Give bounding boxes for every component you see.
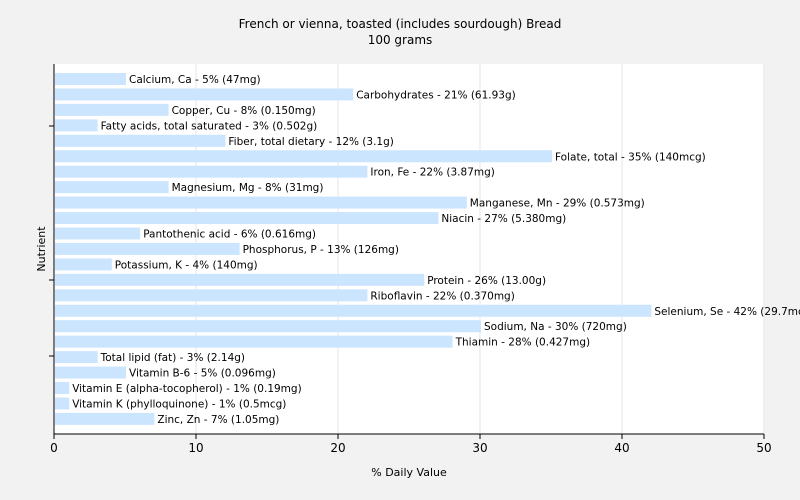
bar-label: Phosphorus, P - 13% (126mg) xyxy=(243,244,399,256)
bar xyxy=(55,258,112,271)
x-tick-label: 40 xyxy=(614,441,629,455)
bar-label: Manganese, Mn - 29% (0.573mg) xyxy=(470,198,645,210)
bar xyxy=(55,412,155,425)
bar xyxy=(55,351,98,364)
bar xyxy=(55,150,552,163)
grid-lines xyxy=(195,64,765,434)
bar-label: Vitamin B-6 - 5% (0.096mg) xyxy=(129,368,276,380)
chart-title: French or vienna, toasted (includes sour… xyxy=(239,17,562,31)
bar xyxy=(55,397,70,410)
bar-label: Vitamin K (phylloquinone) - 1% (0.5mcg) xyxy=(72,398,286,410)
bar xyxy=(55,134,226,147)
x-tick-label: 20 xyxy=(330,441,345,455)
bar xyxy=(55,73,126,85)
bar-label: Pantothenic acid - 6% (0.616mg) xyxy=(143,229,316,241)
bar xyxy=(55,88,354,101)
bar-label: Vitamin E (alpha-tocopherol) - 1% (0.19m… xyxy=(72,383,302,395)
x-axis-label: % Daily Value xyxy=(371,466,447,479)
bar-label: Carbohydrates - 21% (61.93g) xyxy=(356,89,516,101)
x-tick-label: 30 xyxy=(472,441,487,455)
x-tick-label: 10 xyxy=(188,441,203,455)
y-axis-label: Nutrient xyxy=(35,226,48,272)
bar xyxy=(55,103,169,116)
bar xyxy=(55,196,467,209)
bar-label: Sodium, Na - 30% (720mg) xyxy=(484,321,627,333)
bar-label: Potassium, K - 4% (140mg) xyxy=(115,259,258,271)
bar xyxy=(55,304,652,317)
bar-label: Protein - 26% (13.00g) xyxy=(427,275,546,287)
bar xyxy=(55,366,126,379)
bar-label: Niacin - 27% (5.380mg) xyxy=(441,213,566,225)
bar-label: Fiber, total dietary - 12% (3.1g) xyxy=(228,136,393,148)
x-tick-label: 50 xyxy=(756,441,771,455)
bar xyxy=(55,212,439,225)
bar-label: Calcium, Ca - 5% (47mg) xyxy=(129,74,261,86)
bar xyxy=(55,242,240,255)
bars: Calcium, Ca - 5% (47mg) Carbohydrates - 2… xyxy=(55,73,800,426)
bar xyxy=(55,335,453,348)
bar xyxy=(55,227,141,240)
bar xyxy=(55,273,425,286)
bar-label: Selenium, Se - 42% (29.7mcg) xyxy=(654,306,800,318)
bar-label: Total lipid (fat) - 3% (2.14g) xyxy=(100,352,245,364)
chart-subtitle: 100 grams xyxy=(368,33,433,47)
bar xyxy=(55,119,98,132)
bar-label: Fatty acids, total saturated - 3% (0.502… xyxy=(101,120,318,132)
bar-label: Magnesium, Mg - 8% (31mg) xyxy=(172,182,324,194)
bar-label: Folate, total - 35% (140mcg) xyxy=(555,151,706,163)
bar xyxy=(55,289,368,302)
bar-label: Iron, Fe - 22% (3.87mg) xyxy=(370,167,494,179)
bar xyxy=(55,382,70,394)
bar-label: Zinc, Zn - 7% (1.05mg) xyxy=(157,414,279,426)
bar xyxy=(55,165,368,178)
axes: 0 10 20 30 40 50 xyxy=(49,64,772,455)
bar-label: Thiamin - 28% (0.427mg) xyxy=(455,337,591,349)
bar-label: Riboflavin - 22% (0.370mg) xyxy=(370,290,514,302)
bar xyxy=(55,320,481,333)
bar xyxy=(55,181,169,194)
x-tick-label: 0 xyxy=(50,441,58,455)
bar-label: Copper, Cu - 8% (0.150mg) xyxy=(172,105,316,117)
